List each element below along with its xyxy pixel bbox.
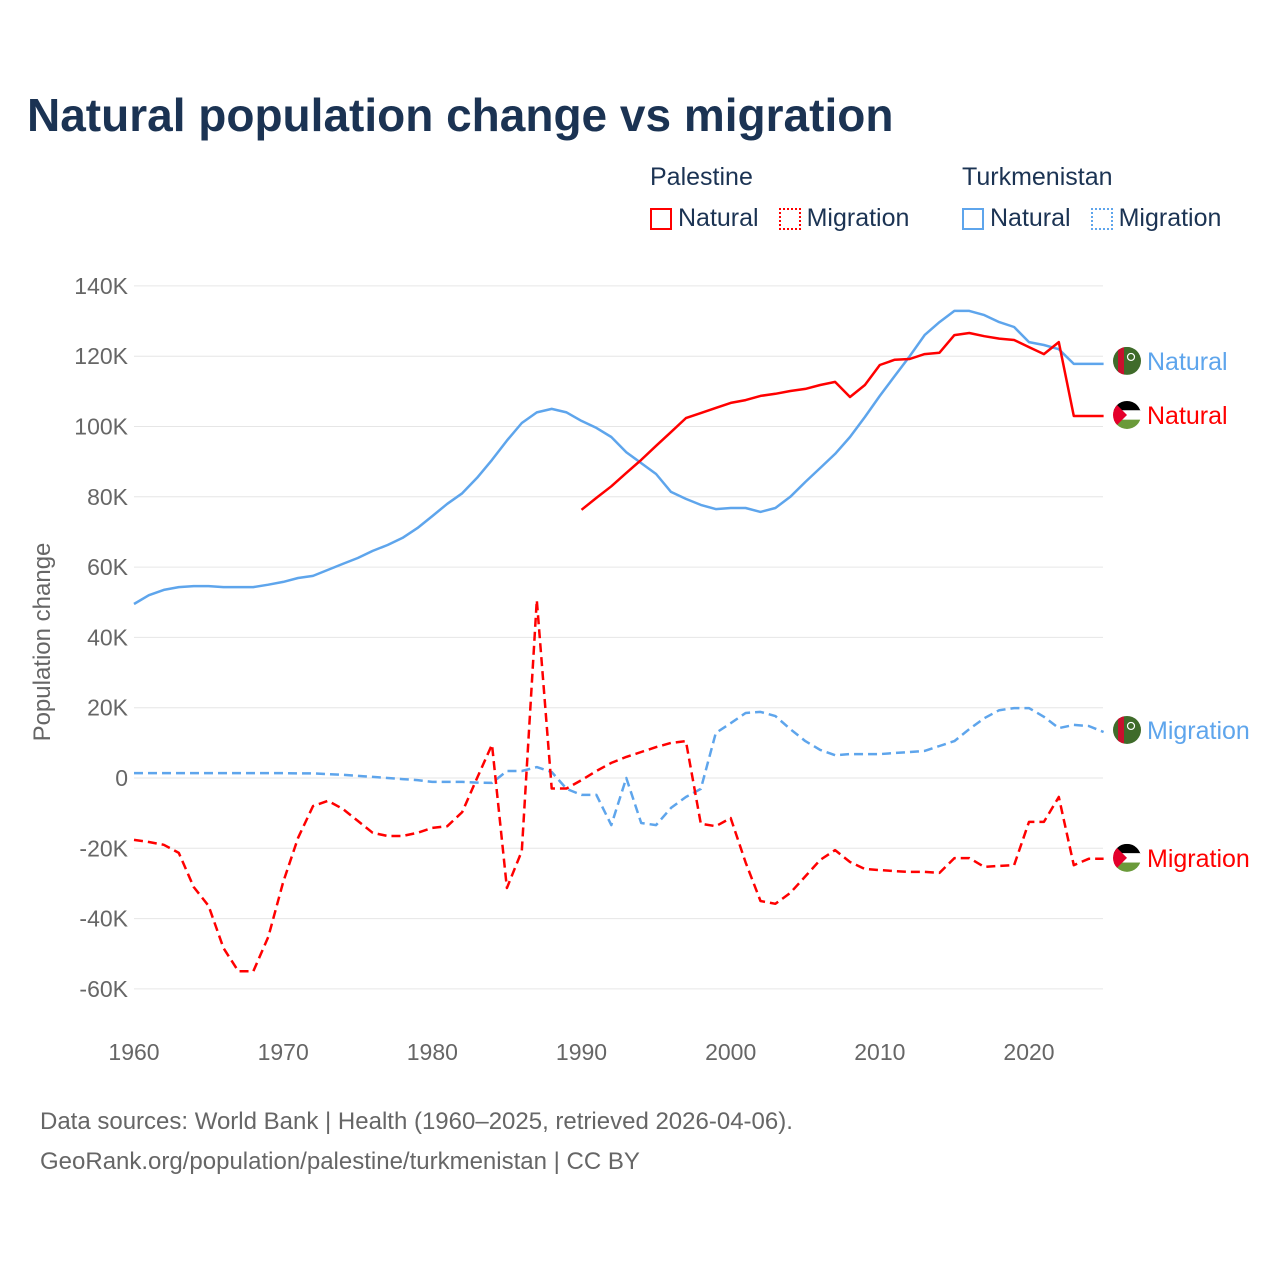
legend-palestine: Natural Migration — [650, 204, 909, 233]
flag-stripe — [1113, 853, 1141, 863]
legend-label: Migration — [1118, 204, 1222, 232]
flag-stripe — [1113, 419, 1141, 429]
y-tick-label: 120K — [74, 343, 128, 369]
legend-item-palestine-natural[interactable]: Natural — [650, 204, 759, 233]
legend-turkmenistan: Natural Migration — [962, 204, 1221, 233]
footer-link[interactable]: GeoRank.org/population/palestine/turkmen… — [40, 1148, 640, 1175]
legend-swatch — [778, 207, 801, 230]
series-end-label: Natural — [1147, 348, 1228, 376]
flag-carpet-stripe — [1118, 715, 1124, 744]
y-tick-label: 20K — [87, 695, 129, 721]
y-tick-label: 100K — [74, 414, 128, 440]
legend-item-turkmenistan-migration[interactable]: Migration — [1090, 204, 1222, 233]
y-tick-label: -40K — [79, 906, 128, 932]
x-tick-label: 1960 — [108, 1039, 159, 1065]
y-tick-label: 80K — [87, 484, 129, 510]
series-end-label: Migration — [1147, 717, 1250, 745]
legend-group-turkmenistan: Turkmenistan — [962, 163, 1113, 191]
flag-stripe — [1113, 410, 1141, 420]
x-tick-label: 2020 — [1003, 1039, 1054, 1065]
series-end-label: Natural — [1147, 402, 1228, 430]
flag-triangle — [1113, 843, 1127, 872]
x-tick-label: 1990 — [556, 1039, 607, 1065]
legend-label: Natural — [678, 204, 759, 232]
flag-body — [1113, 346, 1141, 375]
y-tick-label: 0 — [115, 765, 128, 791]
y-tick-label: -60K — [79, 976, 128, 1002]
series-end-label: Migration — [1147, 845, 1250, 873]
y-axis-label: Population change — [29, 543, 56, 742]
flag-body — [1113, 715, 1141, 744]
y-tick-label: 40K — [87, 624, 129, 650]
y-tick-label: -20K — [79, 835, 128, 861]
flag-triangle — [1113, 400, 1127, 429]
legend-swatch — [962, 207, 984, 230]
chart-title: Natural population change vs migration — [27, 89, 894, 141]
flag-carpet-stripe — [1118, 346, 1124, 375]
flag-crescent — [1126, 352, 1136, 362]
x-tick-label: 1970 — [258, 1039, 309, 1065]
legend-label: Natural — [990, 204, 1071, 232]
legend-label: Migration — [806, 204, 910, 232]
x-tick-label: 1980 — [407, 1039, 458, 1065]
legend-swatch — [650, 207, 672, 230]
series-line-palestine-migration — [133, 598, 1104, 973]
flag-stripe — [1113, 843, 1141, 854]
y-tick-label: 140K — [74, 273, 128, 299]
turkmenistan-flag-icon — [1113, 715, 1141, 744]
flag-body — [1113, 400, 1141, 429]
palestine-flag-icon — [1113, 400, 1141, 429]
flag-stripe — [1113, 862, 1141, 872]
series-line-turkmenistan-migration — [134, 706, 1105, 827]
footer-sources: Data sources: World Bank | Health (1960–… — [40, 1108, 793, 1135]
series-line-turkmenistan-natural — [133, 309, 1104, 606]
x-tick-label: 2000 — [705, 1039, 756, 1065]
flag-stripe — [1113, 400, 1141, 411]
y-tick-label: 60K — [87, 554, 129, 580]
palestine-flag-icon — [1113, 843, 1141, 872]
legend-swatch — [1090, 207, 1113, 230]
series-line-palestine-natural — [580, 331, 1104, 511]
legend-group-palestine: Palestine — [650, 163, 753, 191]
legend-item-palestine-migration[interactable]: Migration — [778, 204, 910, 233]
flag-field — [1113, 346, 1141, 375]
flag-body — [1113, 843, 1141, 872]
legend-item-turkmenistan-natural[interactable]: Natural — [962, 204, 1071, 233]
flag-field — [1113, 715, 1141, 744]
turkmenistan-flag-icon — [1113, 346, 1141, 375]
x-tick-label: 2010 — [854, 1039, 905, 1065]
flag-crescent — [1126, 721, 1136, 731]
